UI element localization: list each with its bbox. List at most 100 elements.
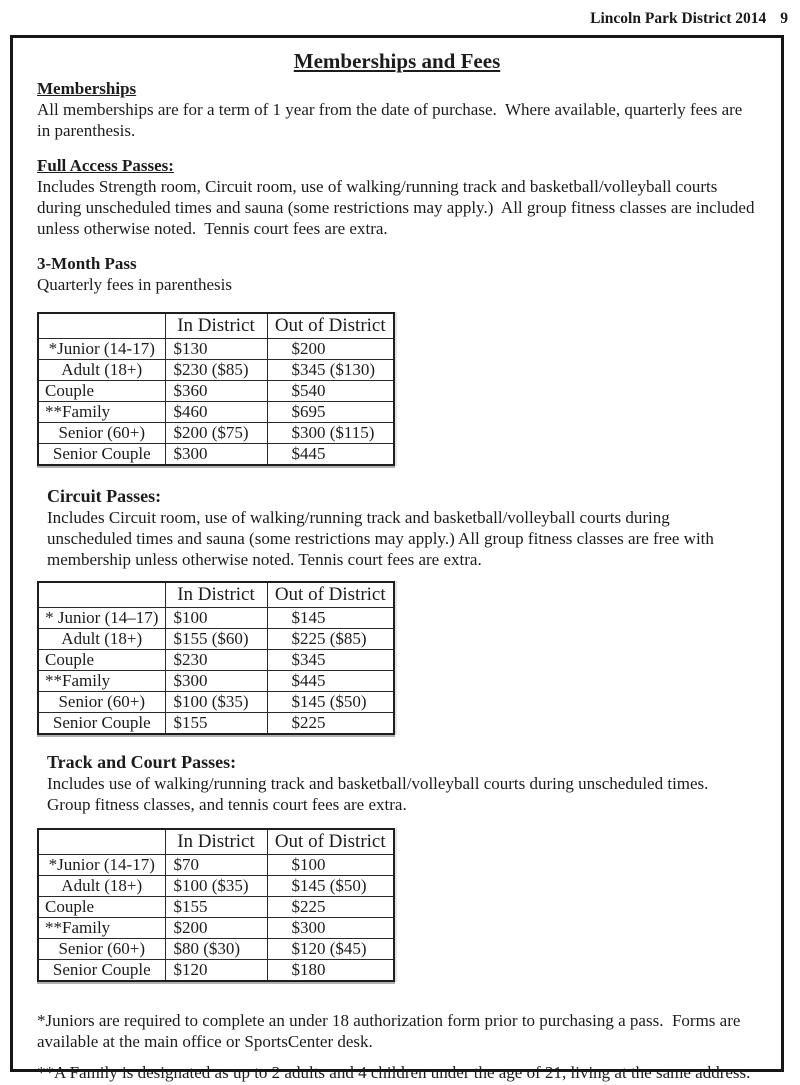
full-access-fees-table: In District Out of District *Junior (14-17…: [37, 312, 395, 466]
row-label-cell: * Junior (14–17): [37, 607, 166, 629]
out-of-district-cell: $225 ($85): [266, 628, 395, 650]
table-row: Senior Couple $155 $225: [37, 712, 395, 735]
out-of-district-cell: $300 ($115): [266, 422, 395, 444]
row-label-cell: **Family: [37, 670, 166, 692]
out-of-district-cell: $345: [266, 649, 395, 671]
out-of-district-cell: $540: [266, 380, 395, 402]
page-border-box: Memberships and Fees Memberships All mem…: [10, 35, 784, 1082]
out-of-district-cell: $445: [266, 670, 395, 692]
in-district-cell: $80 ($30): [164, 938, 268, 960]
in-district-cell: $155: [164, 712, 268, 735]
table-header-row: In District Out of District: [37, 312, 395, 339]
out-of-district-cell: $120 ($45): [266, 938, 395, 960]
row-label-cell: Senior (60+): [37, 422, 166, 444]
table-row: Adult (18+) $100 ($35) $145 ($50): [37, 875, 395, 897]
table-header-row: In District Out of District: [37, 828, 395, 855]
row-label-cell: Senior Couple: [37, 712, 166, 735]
table-row: Couple $360 $540: [37, 380, 395, 402]
table-row: *Junior (14-17) $70 $100: [37, 854, 395, 876]
table-row: *Junior (14-17) $130 $200: [37, 338, 395, 360]
row-label-cell: **Family: [37, 401, 166, 423]
column-header: [37, 828, 166, 855]
row-label-cell: Couple: [37, 380, 166, 402]
row-label-cell: Senior (60+): [37, 691, 166, 713]
running-header-title: Lincoln Park District 2014: [590, 10, 767, 27]
out-of-district-cell: $145 ($50): [266, 875, 395, 897]
junior-footnote: *Juniors are required to complete an und…: [37, 1011, 745, 1051]
out-of-district-cell: $345 ($130): [266, 359, 395, 381]
memberships-heading: Memberships: [37, 79, 137, 98]
table-row: **Family $300 $445: [37, 670, 395, 692]
family-footnote: **A Family is designated as up to 2 adul…: [37, 1063, 751, 1082]
track-court-fees-table: In District Out of District *Junior (14-17…: [37, 828, 395, 982]
column-header: [37, 312, 166, 339]
out-of-district-cell: $145 ($50): [266, 691, 395, 713]
table-row: Senior Couple $300 $445: [37, 443, 395, 466]
table-row: Senior Couple $120 $180: [37, 959, 395, 982]
table-row: Senior (60+) $100 ($35) $145 ($50): [37, 691, 395, 713]
track-court-passes-heading: Track and Court Passes:: [47, 752, 237, 772]
row-label-cell: Couple: [37, 896, 166, 918]
full-access-passes-heading: Full Access Passes:: [37, 156, 174, 175]
column-header: Out of District: [266, 312, 395, 339]
column-header: Out of District: [266, 828, 395, 855]
in-district-cell: $130: [164, 338, 268, 360]
track-court-passes-paragraph: Includes use of walking/running track an…: [47, 774, 717, 814]
three-month-pass-subtext: Quarterly fees in parenthesis: [37, 275, 232, 294]
out-of-district-cell: $300: [266, 917, 395, 939]
in-district-cell: $200: [164, 917, 268, 939]
running-header: Lincoln Park District 2014 9: [590, 10, 788, 28]
in-district-cell: $300: [164, 443, 268, 466]
row-label-cell: **Family: [37, 917, 166, 939]
in-district-cell: $120: [164, 959, 268, 982]
in-district-cell: $100 ($35): [164, 875, 268, 897]
in-district-cell: $460: [164, 401, 268, 423]
out-of-district-cell: $100: [266, 854, 395, 876]
column-header: [37, 581, 166, 608]
row-label-cell: Senior (60+): [37, 938, 166, 960]
column-header: Out of District: [266, 581, 395, 608]
in-district-cell: $155 ($60): [164, 628, 268, 650]
table-row: **Family $200 $300: [37, 917, 395, 939]
row-label-cell: Adult (18+): [37, 875, 166, 897]
table-row: * Junior (14–17) $100 $145: [37, 607, 395, 629]
row-label-cell: Adult (18+): [37, 359, 166, 381]
table-row: Senior (60+) $200 ($75) $300 ($115): [37, 422, 395, 444]
memberships-paragraph: All memberships are for a term of 1 year…: [37, 100, 747, 140]
table-row: Senior (60+) $80 ($30) $120 ($45): [37, 938, 395, 960]
table-header-row: In District Out of District: [37, 581, 395, 608]
circuit-passes-section: Circuit Passes: Includes Circuit room, u…: [47, 485, 757, 570]
row-label-cell: Couple: [37, 649, 166, 671]
in-district-cell: $360: [164, 380, 268, 402]
table-row: Adult (18+) $230 ($85) $345 ($130): [37, 359, 395, 381]
track-court-passes-section: Track and Court Passes: Includes use of …: [47, 751, 757, 815]
in-district-cell: $300: [164, 670, 268, 692]
full-access-passes-paragraph: Includes Strength room, Circuit room, us…: [37, 177, 759, 238]
in-district-cell: $100: [164, 607, 268, 629]
row-label-cell: Senior Couple: [37, 959, 166, 982]
in-district-cell: $155: [164, 896, 268, 918]
row-label-cell: Senior Couple: [37, 443, 166, 466]
circuit-passes-heading: Circuit Passes:: [47, 486, 162, 506]
circuit-passes-paragraph: Includes Circuit room, use of walking/ru…: [47, 508, 719, 569]
in-district-cell: $100 ($35): [164, 691, 268, 713]
page-content: Memberships and Fees Memberships All mem…: [13, 38, 781, 1083]
column-header: In District: [164, 581, 268, 608]
row-label-cell: *Junior (14-17): [37, 854, 166, 876]
column-header: In District: [164, 828, 268, 855]
page-title: Memberships and Fees: [293, 49, 501, 73]
row-label-cell: *Junior (14-17): [37, 338, 166, 360]
out-of-district-cell: $225: [266, 712, 395, 735]
out-of-district-cell: $145: [266, 607, 395, 629]
out-of-district-cell: $200: [266, 338, 395, 360]
in-district-cell: $200 ($75): [164, 422, 268, 444]
column-header: In District: [164, 312, 268, 339]
out-of-district-cell: $445: [266, 443, 395, 466]
out-of-district-cell: $225: [266, 896, 395, 918]
out-of-district-cell: $180: [266, 959, 395, 982]
in-district-cell: $230: [164, 649, 268, 671]
circuit-fees-table: In District Out of District * Junior (14–1…: [37, 581, 395, 735]
three-month-pass-heading: 3-Month Pass: [37, 254, 137, 273]
row-label-cell: Adult (18+): [37, 628, 166, 650]
